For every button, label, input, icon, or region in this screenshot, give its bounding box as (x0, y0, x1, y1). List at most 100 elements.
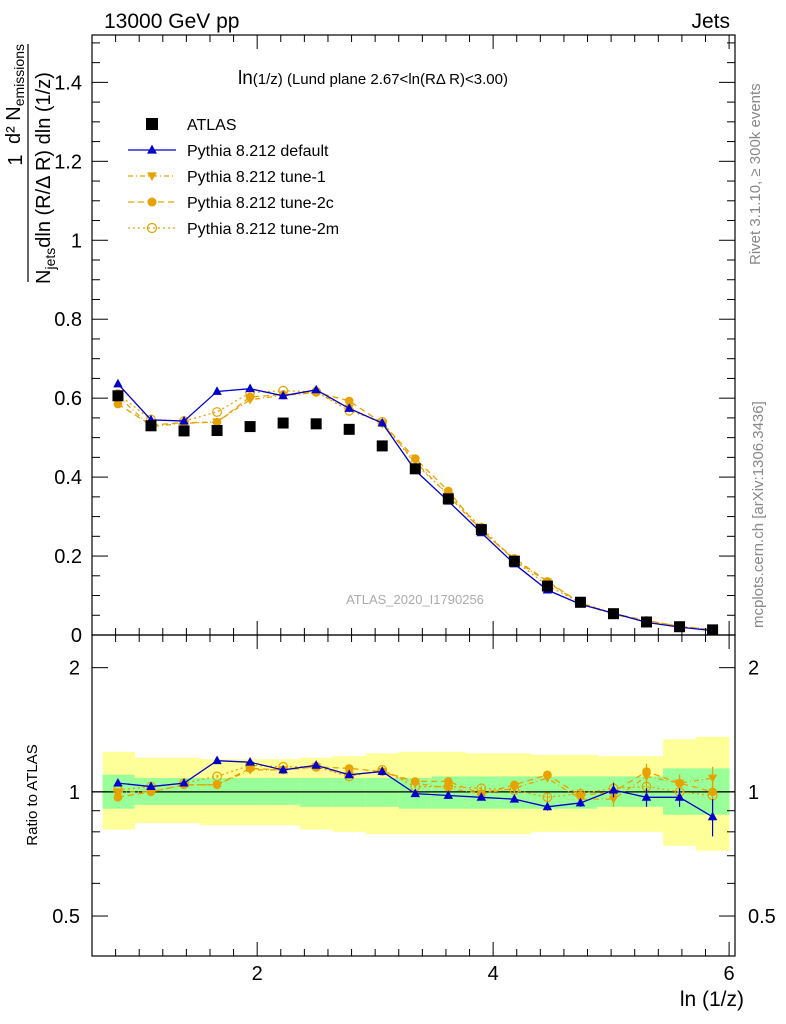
ratio-series-group (113, 755, 718, 837)
data-point (541, 580, 553, 592)
data-point (311, 384, 321, 394)
data-point (245, 396, 255, 405)
legend-item: Pythia 8.212 tune-1 (128, 169, 326, 186)
ratio-point (146, 781, 156, 790)
ratio-point (641, 792, 652, 801)
x-tick-label: 6 (724, 963, 735, 985)
data-point (113, 399, 123, 409)
ratio-point (245, 766, 255, 775)
legend-item: Pythia 8.212 tune-2c (128, 195, 334, 212)
ratio-point (674, 792, 685, 801)
rivet-version-label: Rivet 3.1.10, ≥ 300k events (747, 83, 764, 265)
ratio-point (444, 777, 453, 786)
legend-label: ATLAS (187, 117, 237, 134)
data-point (376, 440, 388, 452)
legend: ATLAS Pythia 8.212 default Pythia 8.212 tu… (128, 117, 339, 238)
data-point (475, 524, 487, 536)
legend-marker (147, 172, 157, 181)
ratio-point (509, 793, 520, 803)
data-point (244, 421, 256, 433)
ratio-point (608, 784, 619, 794)
ratio-point (542, 774, 553, 783)
data-point (212, 418, 222, 427)
ratio-point (410, 779, 420, 788)
ratio-point (113, 793, 123, 802)
legend-marker (147, 197, 157, 207)
data-point (508, 555, 520, 567)
legend-item: Pythia 8.212 tune-2m (128, 221, 339, 238)
data-point (113, 378, 123, 388)
data-point (212, 386, 222, 395)
ratio-point (707, 774, 718, 783)
data-point (377, 417, 387, 427)
legend-marker (146, 118, 158, 130)
ratio-point (443, 790, 454, 799)
series-atlas (112, 390, 719, 635)
energy-label: 13000 GeV pp (104, 10, 239, 33)
y-tick-label: 0.6 (54, 388, 82, 410)
ratio-point (608, 795, 619, 804)
legend-label: Pythia 8.212 tune-1 (187, 169, 326, 186)
analysis-watermark: ATLAS_2020_I1790256 (346, 592, 484, 607)
data-point (344, 403, 354, 412)
legend-marker (146, 222, 158, 234)
ratio-point (377, 766, 387, 775)
data-point (278, 390, 288, 400)
ratio-point (344, 764, 354, 773)
data-point (145, 420, 157, 432)
ratio-y-tick-label-right: 2 (748, 658, 759, 680)
mcplots-label: mcplots.cern.ch [arXiv:1306.3436] (750, 401, 767, 628)
x-tick-label: 4 (488, 963, 499, 985)
ratio-y-tick-label: 0.5 (52, 906, 80, 928)
ratio-point (443, 784, 454, 794)
ratio-series-pythia-8-212-default (113, 755, 718, 837)
axes-group: 2 4 6 0 0.2 0.4 0.6 0.8 1 1.2 1.4 0.5 0.5 1 1 2 2 (52, 35, 776, 985)
ratio-point (146, 788, 156, 797)
data-point (112, 390, 124, 402)
data-point (607, 608, 619, 620)
ratio-point (674, 779, 685, 788)
ratio-point (542, 801, 553, 811)
jets-label: Jets (691, 10, 730, 33)
x-axis-title: ln (1/z) (680, 988, 744, 1011)
y-tick-label: 1 (71, 230, 82, 252)
legend-marker (147, 144, 157, 154)
data-point (674, 621, 686, 633)
ratio-point (708, 787, 717, 797)
legend-label: Pythia 8.212 default (187, 143, 329, 160)
data-point (410, 457, 420, 467)
svg-text:1: 1 (5, 154, 27, 165)
ratio-point (311, 760, 321, 769)
data-point (212, 407, 222, 417)
legend-label: Pythia 8.212 tune-2c (187, 195, 334, 212)
ratio-y-axis-title: Ratio to ATLAS (24, 744, 41, 845)
data-point (641, 616, 653, 628)
plot-title: ln(1/z) (Lund plane 2.67<ln(RΔ R)<3.00) (238, 68, 508, 89)
ratio-point (245, 757, 255, 766)
data-point (707, 624, 719, 635)
ratio-point (212, 755, 222, 765)
ratio-point (278, 764, 288, 774)
data-point (343, 423, 355, 435)
svg-text:Njetsdln (R/Δ R) dln (1/z): Njetsdln (R/Δ R) dln (1/z) (33, 72, 58, 284)
data-point (344, 396, 354, 406)
top-series-group (112, 378, 719, 635)
y-tick-label: 0.4 (54, 467, 82, 489)
data-point (179, 415, 189, 425)
y-tick-label: 0.2 (54, 546, 82, 568)
ratio-point (476, 792, 487, 801)
y-axis-title: 1 d² Nemissions Njetsdln (R/Δ R) dln (1/… (3, 44, 58, 284)
ratio-point (575, 797, 586, 807)
y-tick-label: 0.8 (54, 309, 82, 331)
ratio-point (113, 777, 123, 787)
ratio-point (344, 769, 354, 779)
ratio-y-tick-label: 2 (69, 658, 80, 680)
x-tick-label: 2 (252, 963, 263, 985)
data-point (277, 417, 289, 429)
legend-label: Pythia 8.212 tune-2m (187, 221, 339, 238)
ratio-point (113, 788, 123, 797)
legend-item: Pythia 8.212 default (128, 143, 329, 160)
ratio-uncertainty-bands (92, 736, 735, 851)
data-point (310, 418, 322, 430)
